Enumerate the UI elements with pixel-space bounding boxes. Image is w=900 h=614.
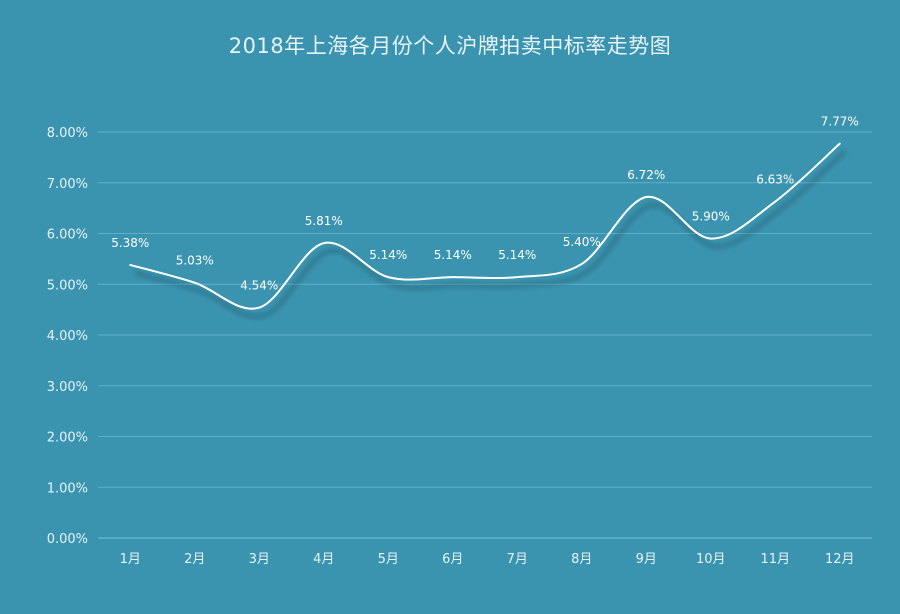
data-point — [773, 200, 777, 204]
series-layer — [128, 142, 842, 310]
data-label: 5.14% — [498, 248, 536, 262]
data-label: 5.03% — [176, 254, 214, 268]
data-labels: 5.38% 5.03% 4.54% 5.81% 5.14% 5.14% 5.14% 5.40%… — [111, 115, 859, 293]
data-label: 5.40% — [563, 235, 601, 249]
data-point — [709, 237, 713, 241]
data-point — [193, 281, 197, 285]
chart-title: 2018年上海各月份个人沪牌拍卖中标率走势图 — [228, 34, 672, 58]
x-tick-label: 10月 — [696, 552, 726, 567]
y-tick-label: 7.00% — [47, 177, 88, 192]
data-point — [451, 275, 455, 279]
x-tick-label: 12月 — [825, 552, 855, 567]
data-label: 6.72% — [627, 168, 665, 182]
data-label: 6.63% — [756, 173, 794, 187]
data-point — [386, 275, 390, 279]
x-tick-label: 11月 — [760, 552, 790, 567]
data-label: 5.81% — [305, 214, 343, 228]
data-label: 5.38% — [111, 236, 149, 250]
data-point — [257, 306, 261, 310]
x-tick-label: 4月 — [313, 552, 334, 567]
series-line — [129, 142, 841, 310]
y-tick-label: 5.00% — [47, 278, 88, 293]
data-label: 7.77% — [821, 115, 859, 129]
data-point — [838, 142, 842, 146]
y-axis-ticks: 0.00% 1.00% 2.00% 3.00% 4.00% 5.00% 6.00% 7.00%… — [47, 126, 88, 547]
data-point — [644, 195, 648, 199]
data-point — [580, 262, 584, 266]
y-tick-label: 4.00% — [47, 329, 88, 344]
x-tick-label: 6月 — [442, 552, 463, 567]
y-tick-label: 0.00% — [47, 532, 88, 547]
x-tick-label: 7月 — [507, 552, 528, 567]
y-tick-label: 3.00% — [47, 380, 88, 395]
x-tick-label: 2月 — [184, 552, 205, 567]
data-label: 5.90% — [692, 210, 730, 224]
data-point — [128, 263, 132, 267]
x-tick-label: 8月 — [571, 552, 592, 567]
gridlines — [98, 131, 872, 539]
x-axis-ticks: 1月 2月 3月 4月 5月 6月 7月 8月 9月 10月 11月 12月 — [120, 552, 855, 567]
y-tick-label: 2.00% — [47, 431, 88, 446]
y-tick-label: 1.00% — [47, 481, 88, 496]
data-label: 4.54% — [240, 279, 278, 293]
data-label: 5.14% — [369, 248, 407, 262]
x-tick-label: 3月 — [249, 552, 270, 567]
data-point — [515, 275, 519, 279]
data-point — [322, 241, 326, 245]
data-label: 5.14% — [434, 248, 472, 262]
y-tick-label: 8.00% — [47, 126, 88, 141]
x-tick-label: 1月 — [120, 552, 141, 567]
x-tick-label: 9月 — [636, 552, 657, 567]
y-tick-label: 6.00% — [47, 228, 88, 243]
x-tick-label: 5月 — [378, 552, 399, 567]
